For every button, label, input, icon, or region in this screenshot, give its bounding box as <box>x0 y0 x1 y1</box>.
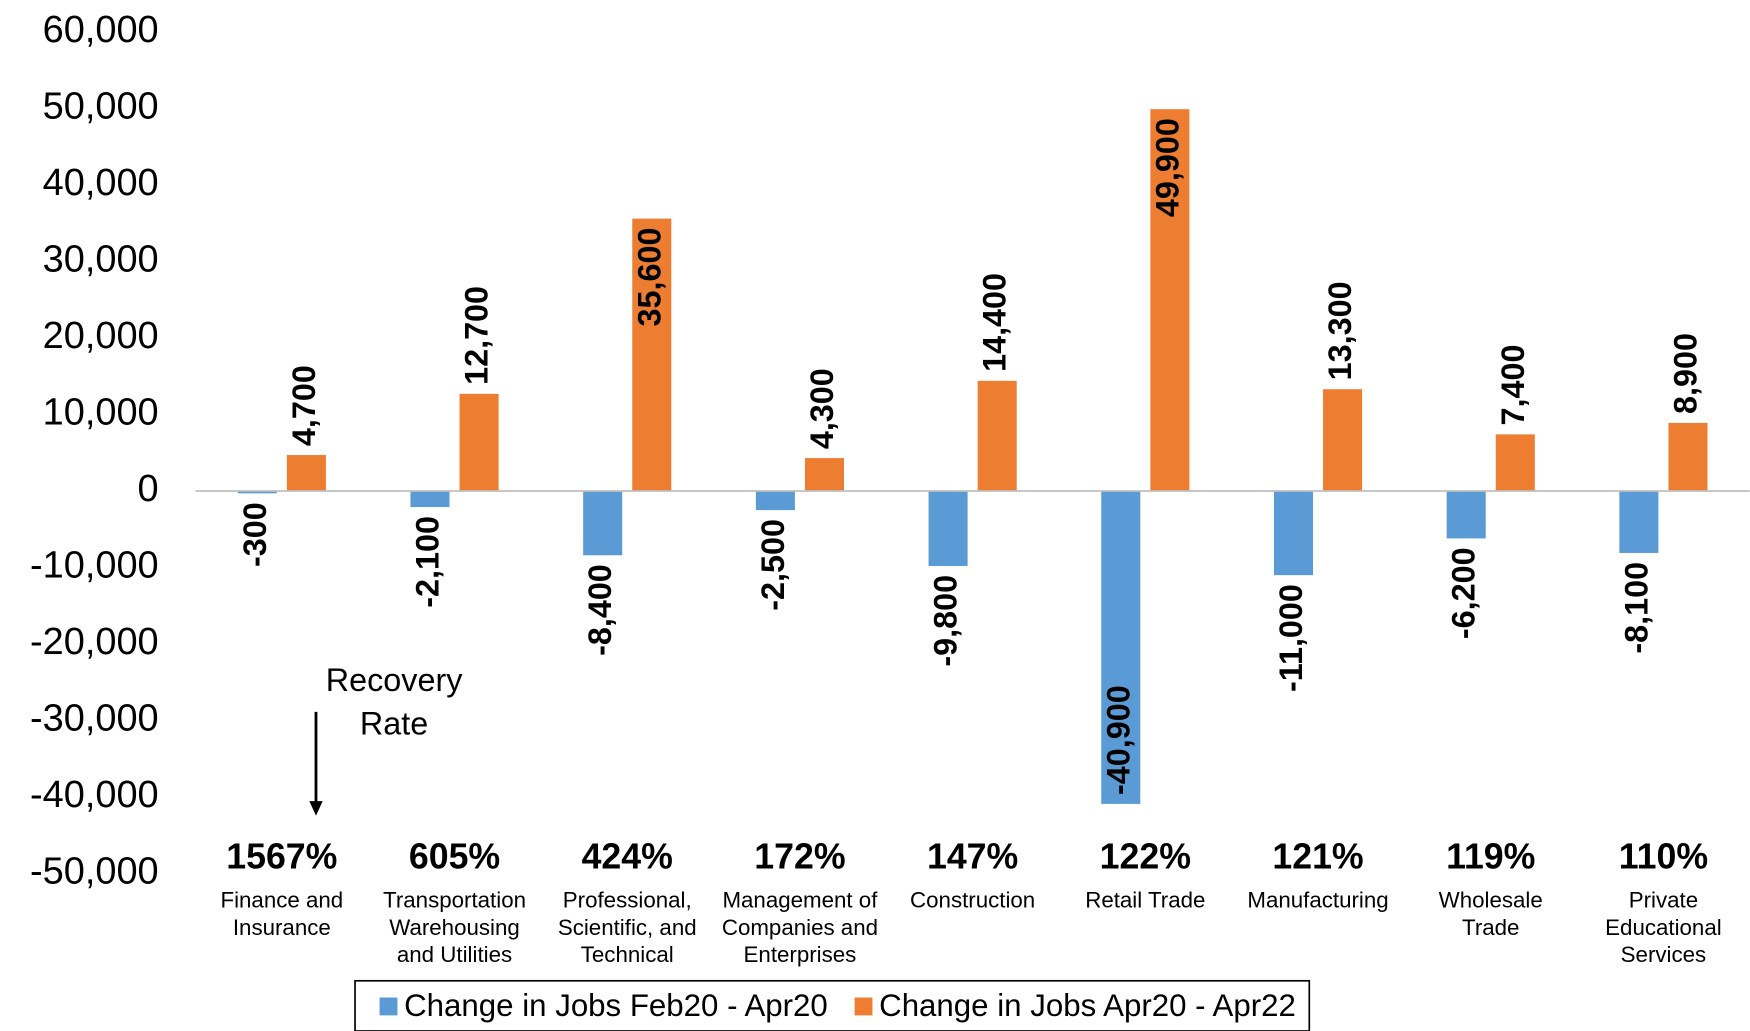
bar <box>459 393 499 491</box>
legend-label: Change in Jobs Apr20 - Apr22 <box>879 988 1296 1023</box>
y-tick-label: 60,000 <box>43 9 159 51</box>
y-tick-label: -10,000 <box>30 545 159 587</box>
data-label: 12,700 <box>459 286 495 385</box>
bar <box>804 458 845 491</box>
recovery-rate-label: 122% <box>1100 837 1191 877</box>
y-tick-label: 50,000 <box>43 85 159 127</box>
data-label: 4,700 <box>286 365 322 446</box>
legend-label: Change in Jobs Feb20 - Apr20 <box>404 988 828 1023</box>
data-label: -2,500 <box>755 519 791 611</box>
bar <box>237 490 277 494</box>
bar <box>286 455 326 491</box>
recovery-rate-label: 605% <box>409 837 500 877</box>
bar <box>1101 490 1141 804</box>
data-label: 14,400 <box>977 273 1013 372</box>
data-label: 13,300 <box>1322 281 1358 380</box>
x-tick-label: Manufacturing <box>1247 887 1388 912</box>
annotation: Recovery Rate <box>326 661 463 741</box>
bar <box>410 490 450 508</box>
data-label: 49,900 <box>1149 118 1185 217</box>
legend-swatch <box>379 997 398 1016</box>
bar <box>977 380 1017 491</box>
y-tick-label: -30,000 <box>30 698 159 740</box>
y-tick-label: -50,000 <box>30 851 159 893</box>
data-label: -6,200 <box>1446 547 1482 639</box>
bar <box>1273 490 1314 576</box>
x-tick-label: Wholesale Trade <box>1439 887 1543 939</box>
data-label: -9,800 <box>928 575 964 667</box>
x-tick-label: Retail Trade <box>1085 887 1205 912</box>
bar <box>1619 490 1659 553</box>
bar <box>1495 434 1535 491</box>
recovery-rate-label: 110% <box>1619 837 1708 877</box>
x-tick-label: Management of Companies and Enterprises <box>722 887 878 967</box>
y-tick-label: 20,000 <box>43 315 159 357</box>
recovery-rate-label: 1567% <box>226 837 337 877</box>
data-label: -40,900 <box>1100 685 1136 795</box>
bar <box>632 218 672 491</box>
legend-box <box>354 979 1311 1031</box>
x-tick-label: Professional, Scientific, and Technical <box>558 887 697 967</box>
bar <box>583 490 623 556</box>
data-label: -8,400 <box>582 564 618 656</box>
recovery-rate-label: 147% <box>927 837 1018 877</box>
y-tick-label: 40,000 <box>43 162 159 204</box>
recovery-rate-label: 172% <box>754 837 845 877</box>
x-tick-label: Construction <box>910 887 1035 912</box>
data-label: 7,400 <box>1495 344 1531 425</box>
y-tick-label: 0 <box>138 468 159 510</box>
data-label: 8,900 <box>1668 333 1704 414</box>
data-label: 4,300 <box>804 368 840 449</box>
recovery-rate-label: 424% <box>582 837 673 877</box>
bar <box>1668 422 1708 491</box>
recovery-rate-label: 121% <box>1272 837 1363 877</box>
recovery-rate-label: 119% <box>1446 837 1535 877</box>
data-label: 35,600 <box>631 228 667 327</box>
x-tick-label: Private Educational Services <box>1605 887 1722 967</box>
bar <box>928 490 968 566</box>
data-label: -11,000 <box>1273 584 1309 692</box>
legend-swatch <box>854 997 873 1016</box>
bar <box>1446 490 1486 539</box>
data-label: -300 <box>237 502 273 567</box>
x-tick-label: Transportation Warehousing and Utilities <box>383 887 526 967</box>
x-tick-label: Finance and Insurance <box>220 887 343 939</box>
y-tick-label: 10,000 <box>43 391 159 433</box>
y-tick-label: 30,000 <box>43 238 159 280</box>
data-label: -8,100 <box>1618 562 1654 654</box>
y-tick-label: -40,000 <box>30 774 159 816</box>
data-label: -2,100 <box>410 516 446 608</box>
bar <box>1323 389 1363 491</box>
annotation-arrowhead <box>309 801 323 816</box>
bar <box>755 490 795 511</box>
y-tick-label: -20,000 <box>30 621 159 663</box>
bar <box>1150 109 1190 491</box>
